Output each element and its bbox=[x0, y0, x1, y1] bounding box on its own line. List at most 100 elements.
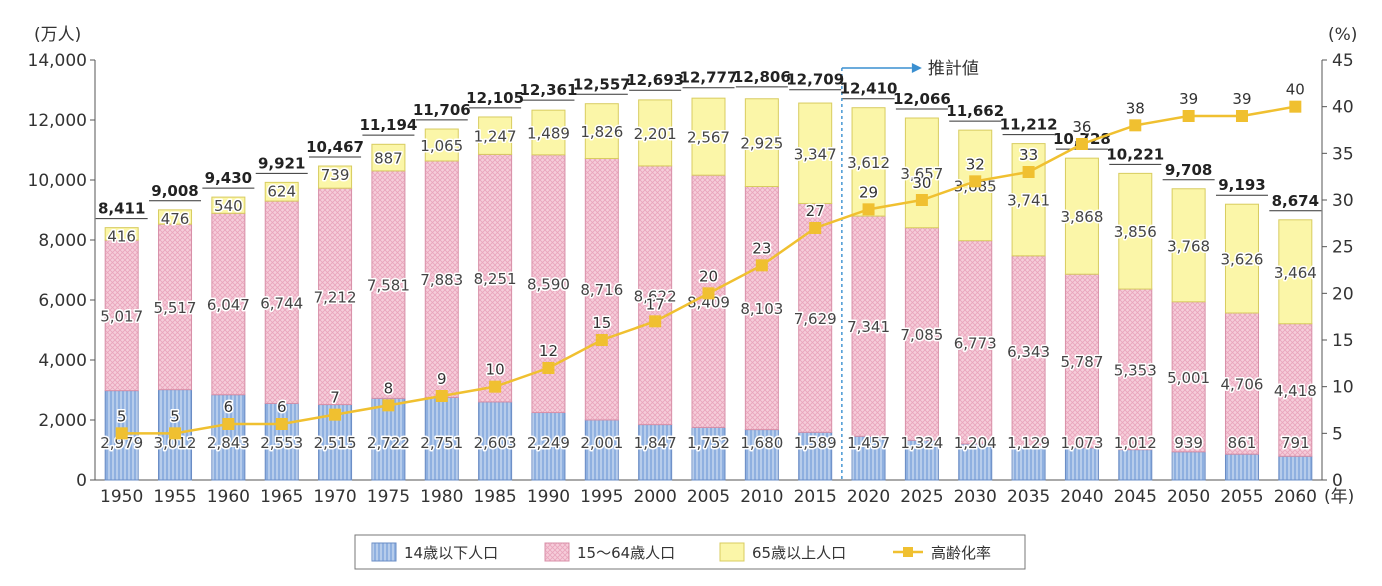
aging-rate-label: 20 bbox=[699, 267, 718, 285]
bar-15-64 bbox=[1118, 288, 1153, 451]
label-65-plus: 2,925 bbox=[740, 135, 783, 153]
y-right-tick-label: 15 bbox=[1332, 331, 1354, 351]
label-15-64: 5,001 bbox=[1167, 369, 1210, 387]
x-tick-label: 2050 bbox=[1167, 487, 1210, 507]
label-under-14: 1,324 bbox=[900, 434, 943, 452]
label-65-plus: 1,826 bbox=[580, 123, 623, 141]
label-under-14: 1,847 bbox=[634, 434, 677, 452]
x-tick-label: 2055 bbox=[1220, 487, 1263, 507]
aging-rate-marker bbox=[329, 408, 342, 421]
bar-under-14 bbox=[584, 419, 619, 481]
aging-rate-marker bbox=[1182, 110, 1195, 122]
label-under-14: 1,752 bbox=[687, 434, 730, 452]
bar-65-plus bbox=[904, 117, 939, 229]
bar-under-14 bbox=[1171, 451, 1206, 481]
x-tick-label: 2000 bbox=[634, 487, 677, 507]
y-left-tick-label: 0 bbox=[76, 471, 87, 491]
y-right-tick-label: 45 bbox=[1332, 51, 1354, 71]
label-total: 12,105 bbox=[466, 89, 524, 107]
aging-rate-label: 36 bbox=[1072, 118, 1091, 136]
label-65-plus: 3,347 bbox=[794, 145, 837, 163]
bar-15-64 bbox=[1011, 255, 1046, 447]
aging-rate-marker bbox=[969, 175, 982, 188]
label-under-14: 1,680 bbox=[740, 434, 783, 452]
label-65-plus: 1,247 bbox=[474, 128, 517, 146]
label-65-plus: 540 bbox=[214, 197, 243, 215]
label-under-14: 2,979 bbox=[100, 434, 143, 452]
legend-15-64-label: 15～64歳人口 bbox=[577, 544, 675, 562]
bar-65-plus bbox=[104, 227, 139, 241]
x-tick-label: 1995 bbox=[580, 487, 623, 507]
bar-15-64 bbox=[1224, 312, 1259, 455]
bar-15-64 bbox=[318, 187, 353, 406]
bar-under-14 bbox=[744, 429, 779, 481]
label-65-plus: 3,612 bbox=[847, 154, 890, 172]
label-under-14: 2,751 bbox=[420, 434, 463, 452]
bar-65-plus bbox=[531, 109, 566, 156]
x-tick-label: 1955 bbox=[153, 487, 196, 507]
label-15-64: 4,706 bbox=[1221, 376, 1264, 394]
y-left-unit: (万人) bbox=[34, 25, 81, 45]
aging-rate-marker bbox=[1022, 166, 1035, 178]
label-15-64: 7,883 bbox=[420, 271, 463, 289]
y-left-tick-label: 8,000 bbox=[38, 231, 87, 251]
aging-rate-marker bbox=[435, 390, 448, 402]
label-15-64: 5,353 bbox=[1114, 361, 1157, 379]
bar-under-14 bbox=[371, 397, 406, 481]
aging-rate-label: 33 bbox=[1019, 146, 1038, 164]
aging-rate-label: 8 bbox=[384, 379, 394, 397]
label-total: 12,709 bbox=[786, 71, 844, 89]
aging-rate-marker bbox=[275, 418, 288, 430]
label-under-14: 1,589 bbox=[794, 434, 837, 452]
aging-rate-marker bbox=[169, 427, 182, 440]
bar-65-plus bbox=[211, 196, 246, 214]
bar-15-64 bbox=[478, 153, 513, 403]
bar-65-plus bbox=[1278, 219, 1313, 325]
bar-under-14 bbox=[478, 401, 513, 481]
bar-under-14 bbox=[1011, 445, 1046, 481]
y-left-tick-label: 6,000 bbox=[38, 291, 87, 311]
bar-65-plus bbox=[798, 102, 833, 204]
bar-under-14 bbox=[851, 435, 886, 481]
label-15-64: 6,773 bbox=[954, 334, 997, 352]
bar-65-plus bbox=[851, 107, 886, 217]
label-total: 12,806 bbox=[733, 68, 791, 86]
bar-65-plus bbox=[478, 116, 513, 155]
aging-rate-label: 6 bbox=[224, 398, 234, 416]
label-15-64: 8,103 bbox=[740, 300, 783, 318]
label-15-64: 5,017 bbox=[100, 307, 143, 325]
legend: 14歳以下人口 15～64歳人口 65歳以上人口 高齢化率 bbox=[354, 534, 1026, 570]
x-tick-label: 1970 bbox=[313, 487, 356, 507]
aging-rate-label: 17 bbox=[646, 295, 665, 313]
label-total: 10,467 bbox=[306, 138, 364, 156]
aging-rate-label: 40 bbox=[1286, 81, 1305, 99]
bar-65-plus bbox=[1118, 172, 1153, 290]
label-total: 8,411 bbox=[98, 200, 145, 218]
label-15-64: 7,212 bbox=[314, 288, 357, 306]
label-under-14: 1,204 bbox=[954, 434, 997, 452]
label-65-plus: 2,567 bbox=[687, 129, 730, 147]
label-15-64: 6,744 bbox=[260, 294, 303, 312]
bar-15-64 bbox=[158, 223, 193, 391]
label-under-14: 2,603 bbox=[474, 434, 517, 452]
aging-rate-label: 5 bbox=[170, 407, 180, 425]
bar-65-plus bbox=[1064, 157, 1099, 275]
aging-rate-marker bbox=[755, 259, 768, 272]
x-axis-unit: (年) bbox=[1324, 487, 1354, 507]
bar-under-14 bbox=[798, 431, 833, 481]
label-65-plus: 887 bbox=[374, 150, 403, 168]
label-total: 9,193 bbox=[1218, 176, 1265, 194]
bar-65-plus bbox=[744, 98, 779, 188]
x-tick-label: 2005 bbox=[687, 487, 730, 507]
bar-15-64 bbox=[691, 174, 726, 428]
label-under-14: 1,012 bbox=[1114, 434, 1157, 452]
label-15-64: 7,581 bbox=[367, 277, 410, 295]
label-total: 8,674 bbox=[1272, 192, 1319, 210]
aging-rate-label: 29 bbox=[859, 183, 878, 201]
label-65-plus: 3,626 bbox=[1221, 251, 1264, 269]
bar-under-14 bbox=[638, 424, 673, 481]
bar-65-plus bbox=[264, 181, 299, 202]
label-under-14: 2,553 bbox=[260, 434, 303, 452]
label-total: 11,194 bbox=[359, 116, 417, 134]
